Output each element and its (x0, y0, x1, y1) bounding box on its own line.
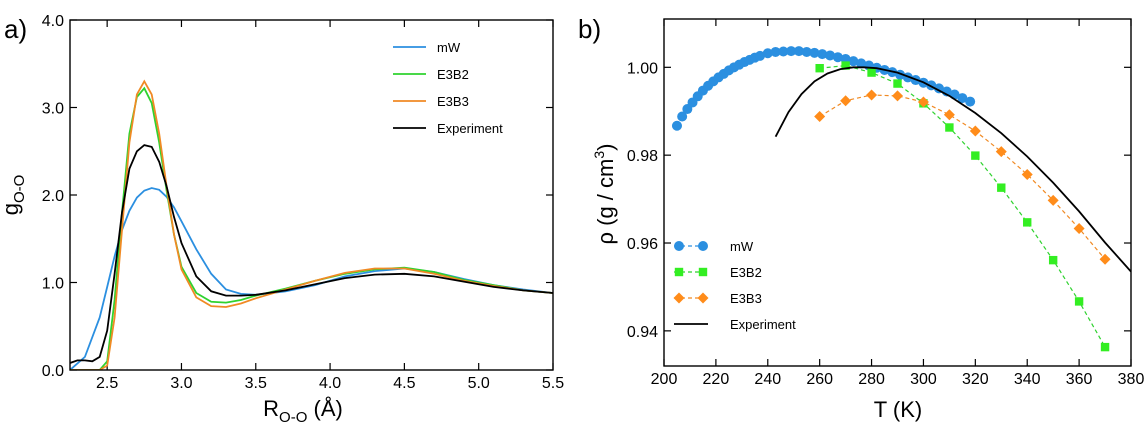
x-tick-label: 300 (910, 371, 937, 388)
point-mw (801, 46, 812, 57)
legend-label-e3b3: E3B3 (730, 291, 762, 306)
point-mw (677, 111, 688, 122)
point-e3b3 (814, 111, 826, 123)
series-line-e3b2 (819, 64, 1106, 348)
x-tick-label: 260 (806, 371, 833, 388)
panel-b-label: b) (578, 14, 601, 44)
point-mw (856, 58, 867, 69)
legend-label-experiment: Experiment (730, 317, 796, 332)
legend-marker-mw (698, 241, 708, 251)
point-mw (770, 46, 781, 57)
y-tick-label: 1.00 (627, 60, 658, 77)
x-tick-label: 220 (703, 371, 730, 388)
y-tick-label: 3.0 (42, 101, 64, 118)
panel-b-xlabel: T (K) (874, 397, 922, 422)
x-tick-label: 280 (858, 371, 885, 388)
point-e3b2 (1048, 255, 1058, 265)
point-mw (809, 47, 820, 58)
point-e3b2 (945, 123, 954, 132)
y-tick-label: 0.98 (627, 148, 658, 165)
point-mw (832, 52, 843, 63)
x-tick-label: 4.0 (319, 375, 341, 392)
point-mw (848, 56, 859, 67)
x-tick-label: 2.5 (96, 375, 118, 392)
series-line-e3b3 (819, 94, 1106, 260)
panel-a-plot: 2.5 3.0 3.5 4.0 4.5 5.0 5.5 0.0 1.0 2.0 3.0 4.0 mW E3… (42, 13, 564, 392)
point-mw (778, 46, 789, 57)
x-tick-label: 5.0 (468, 375, 490, 392)
point-e3b2 (997, 183, 1006, 192)
point-e3b3 (995, 146, 1007, 158)
x-tick-label: 320 (962, 371, 989, 388)
point-e3b2 (1023, 218, 1032, 227)
point-mw (957, 93, 968, 104)
point-e3b2 (841, 61, 850, 70)
y-tick-label: 1.0 (42, 276, 64, 293)
point-mw (793, 46, 804, 57)
legend-label-mw: mW (730, 239, 754, 254)
point-mw (965, 96, 976, 107)
legend-label-mw: mW (437, 40, 461, 55)
y-tick-label: 0.0 (42, 363, 64, 380)
x-tick-label: 380 (1118, 371, 1145, 388)
point-mw (817, 49, 828, 60)
panel-b-ylabel: ρ (g / cm3) (591, 144, 618, 245)
plot-frame (69, 19, 554, 371)
y-tick-label: 4.0 (42, 13, 64, 30)
point-mw (754, 50, 765, 61)
series-line-mw (70, 187, 553, 370)
point-e3b2 (1074, 297, 1084, 306)
point-mw (762, 48, 773, 59)
point-e3b3 (840, 95, 852, 107)
point-mw (671, 120, 682, 131)
legend-label-e3b2: E3B2 (437, 67, 469, 82)
legend-marker-mw (674, 241, 684, 251)
panel-a-xlabel: RO-O (Å) (263, 396, 343, 425)
point-mw (825, 50, 836, 61)
point-e3b2 (893, 79, 902, 88)
panel-a-label: a) (4, 14, 27, 44)
x-tick-label: 4.5 (393, 375, 415, 392)
point-e3b2 (867, 68, 876, 77)
legend-marker-e3b2 (698, 267, 708, 277)
point-e3b2 (971, 151, 980, 160)
point-e3b3 (969, 125, 981, 137)
y-tick-label: 2.0 (42, 188, 64, 205)
legend-label-e3b2: E3B2 (730, 265, 762, 280)
panel-a-ylabel: gO-O (0, 175, 28, 216)
y-tick-label: 0.94 (627, 324, 658, 341)
x-tick-label: 200 (651, 371, 678, 388)
legend-marker-e3b2 (674, 267, 684, 277)
series-line-experiment (774, 66, 1131, 273)
legend-marker-e3b3 (697, 292, 709, 304)
point-e3b3 (866, 89, 878, 101)
legend-label-experiment: Experiment (437, 121, 503, 136)
series-line-experiment (70, 144, 553, 364)
y-tick-label: 0.96 (627, 236, 658, 253)
point-e3b3 (892, 90, 903, 102)
point-e3b3 (1047, 194, 1059, 206)
point-e3b3 (917, 96, 929, 108)
point-e3b3 (1021, 168, 1033, 180)
point-e3b3 (943, 109, 955, 121)
point-e3b3 (1073, 223, 1085, 235)
legend-marker-e3b3 (673, 292, 685, 304)
point-e3b3 (1099, 253, 1111, 265)
point-mw (786, 46, 797, 57)
x-tick-label: 360 (1066, 371, 1093, 388)
x-tick-label: 3.0 (170, 375, 192, 392)
x-tick-label: 340 (1014, 371, 1041, 388)
x-tick-label: 240 (754, 371, 781, 388)
plot-frame (663, 18, 1132, 367)
series-line-mw (676, 50, 971, 126)
legend-label-e3b3: E3B3 (437, 94, 469, 109)
point-e3b2 (815, 63, 824, 73)
x-tick-label: 5.5 (542, 375, 564, 392)
series-line-e3b2 (70, 86, 553, 370)
panel-b-plot: 200 220 240 260 280 300 320 340 360 380 0.94 0.96 0.… (627, 18, 1145, 388)
point-e3b2 (1100, 342, 1110, 352)
x-tick-label: 3.5 (245, 375, 267, 392)
